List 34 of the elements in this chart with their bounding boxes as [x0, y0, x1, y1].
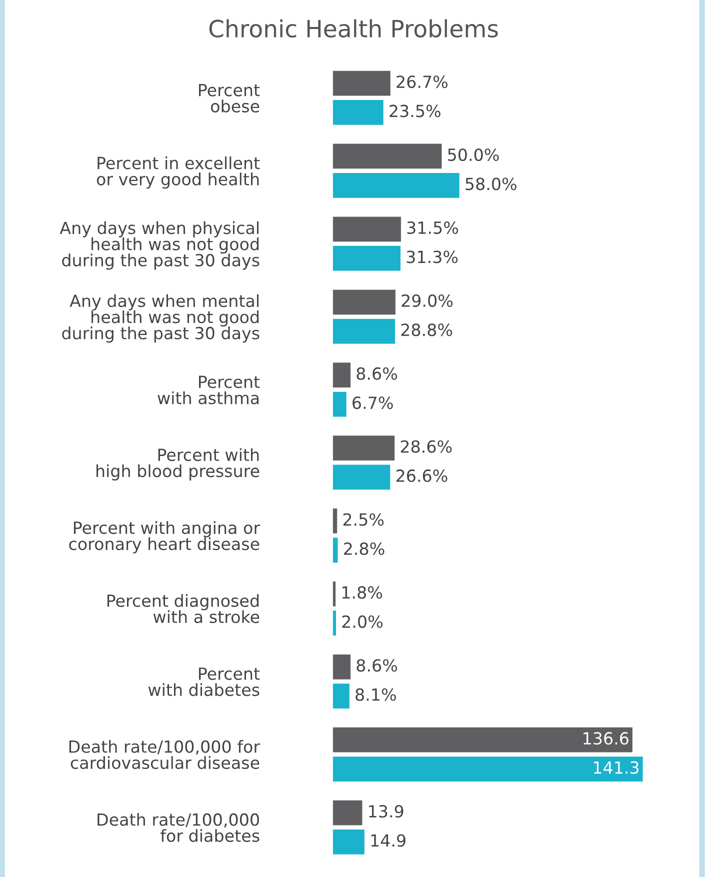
data-label: 31.3% [406, 250, 458, 264]
y-tick-label: Death rate/100,000 for diabetes [98, 812, 260, 842]
data-label: 14.9 [371, 834, 406, 847]
data-label: 2.5% [343, 513, 384, 526]
y-tick-label: Percent with diabetes [148, 668, 260, 696]
y-tick-label: Percent in excellent or very good health [96, 156, 260, 189]
data-label: 141.3 [594, 761, 639, 774]
y-tick-label: Percent diagnosed with a stroke [107, 594, 260, 624]
data-label: 13.9 [369, 805, 404, 818]
data-label: 28.6% [400, 440, 452, 453]
data-label: 23.5% [390, 104, 440, 118]
y-tick-label: Death rate/100,000 for cardiovascular disease [69, 740, 260, 770]
data-label: 58.0% [466, 178, 516, 190]
data-label: 26.6% [396, 469, 448, 482]
data-label: 31.5% [407, 221, 458, 234]
y-tick-label: Any days when physical health was not good during the past 30 days [60, 221, 260, 270]
data-label: 26.7% [396, 76, 448, 88]
data-label: 2.0% [342, 615, 382, 628]
data-label: 28.8% [401, 324, 452, 336]
data-label: 136.6 [584, 732, 628, 745]
y-tick-label: Percent obese [199, 84, 260, 112]
y-tick-label: Percent with angina or coronary heart disease [69, 521, 260, 554]
y-tick-label: Any days when mental health was not good during the past 30 days [62, 294, 260, 343]
data-label: 8.6% [356, 659, 398, 672]
y-tick-label: Percent with high blood pressure [96, 448, 260, 480]
data-label: 1.8% [342, 586, 382, 599]
data-label: 8.1% [356, 688, 396, 701]
data-label: 29.0% [402, 294, 453, 307]
chart-title: Chronic Health Problems [209, 19, 498, 38]
data-label: 50.0% [448, 148, 499, 162]
y-tick-label: Percent with asthma [158, 376, 260, 404]
data-label: 2.8% [344, 542, 384, 555]
data-label: 6.7% [352, 396, 393, 410]
data-label: 8.6% [356, 367, 398, 380]
